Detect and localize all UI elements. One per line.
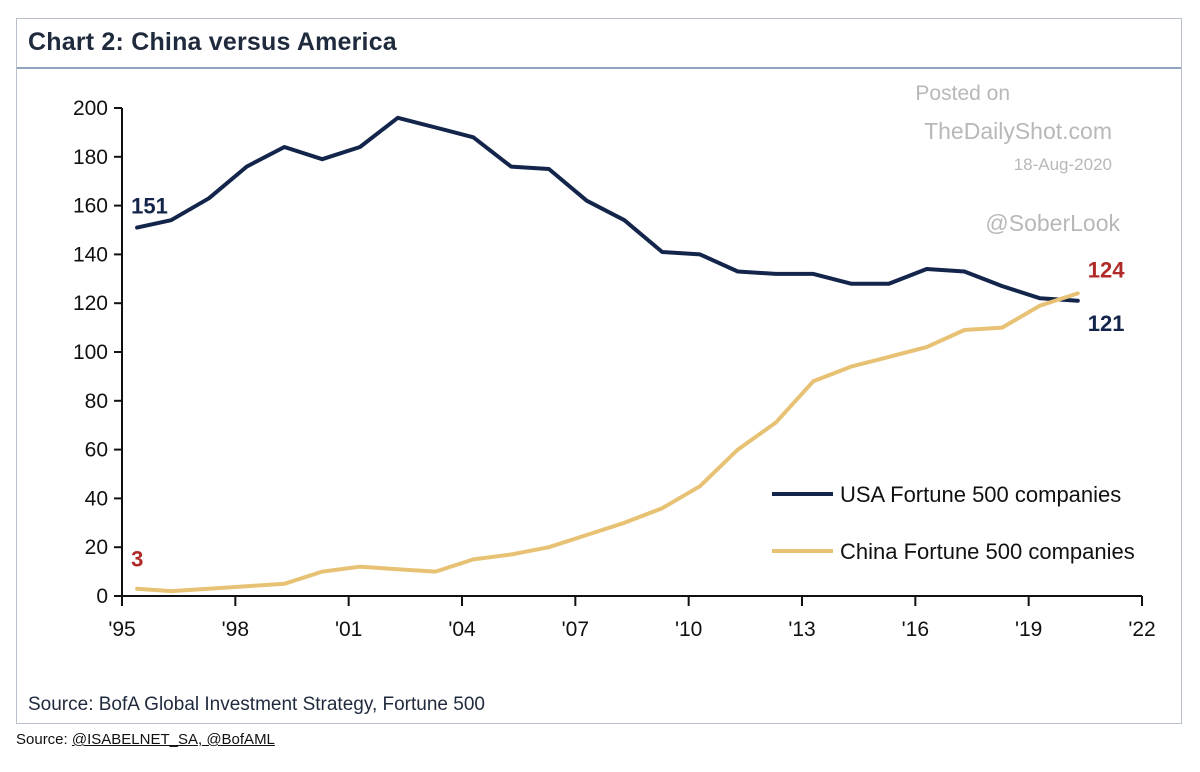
y-tick-label: 60 (85, 439, 108, 462)
chart-axes: 0 20 40 60 80 100 120 140 160 180 200 '95 '98 '01 '04 '… (73, 97, 1156, 641)
title-divider (17, 67, 1181, 69)
watermark-posted-on: Posted on (915, 82, 1010, 105)
chart-lines (135, 115, 1080, 594)
y-tick-label: 160 (73, 195, 108, 218)
x-tick-label: '16 (902, 618, 929, 641)
image-source-prefix: Source: (16, 731, 72, 748)
legend-label-china: China Fortune 500 companies (840, 539, 1135, 564)
x-tick-label: '95 (108, 618, 135, 641)
y-tick-label: 0 (96, 585, 108, 608)
watermark-handle: @SoberLook (985, 210, 1120, 236)
x-tick-label: '10 (675, 618, 702, 641)
series-line-usa (135, 115, 1080, 303)
series-line-china (135, 291, 1080, 594)
image-source-link[interactable]: @ISABELNET_SA, @BofAML (71, 731, 275, 748)
x-tick-label: '13 (788, 618, 815, 641)
y-tick-label: 180 (73, 146, 108, 169)
legend-label-usa: USA Fortune 500 companies (840, 482, 1121, 507)
image-source: Source: @ISABELNET_SA, @BofAML (16, 731, 275, 748)
x-tick-label: '19 (1015, 618, 1042, 641)
chart-source: Source: BofA Global Investment Strategy,… (28, 694, 485, 715)
y-tick-label: 120 (73, 292, 108, 315)
annotation-usa-start: 151 (131, 194, 168, 219)
x-tick-label: '01 (335, 618, 362, 641)
chart-annotations: 151 3 124 121 (131, 194, 1125, 572)
y-tick-label: 20 (85, 536, 108, 559)
x-tick-label: '98 (222, 618, 249, 641)
watermark-site: TheDailyShot.com (924, 118, 1112, 144)
x-tick-label: '07 (562, 618, 589, 641)
chart-title: Chart 2: China versus America (28, 28, 397, 56)
chart-frame (16, 18, 1182, 724)
annotation-china-end: 124 (1088, 257, 1125, 282)
y-tick-label: 140 (73, 243, 108, 266)
watermark-date: 18-Aug-2020 (1013, 155, 1112, 174)
chart-legend: USA Fortune 500 companies China Fortune … (772, 482, 1135, 564)
annotation-usa-end: 121 (1088, 311, 1125, 336)
y-tick-label: 40 (85, 487, 108, 510)
y-tick-label: 200 (73, 97, 108, 120)
x-tick-label: '04 (448, 618, 476, 641)
y-tick-label: 80 (85, 390, 108, 413)
y-tick-label: 100 (73, 341, 108, 364)
x-tick-label: '22 (1128, 618, 1155, 641)
annotation-china-start: 3 (131, 547, 143, 572)
